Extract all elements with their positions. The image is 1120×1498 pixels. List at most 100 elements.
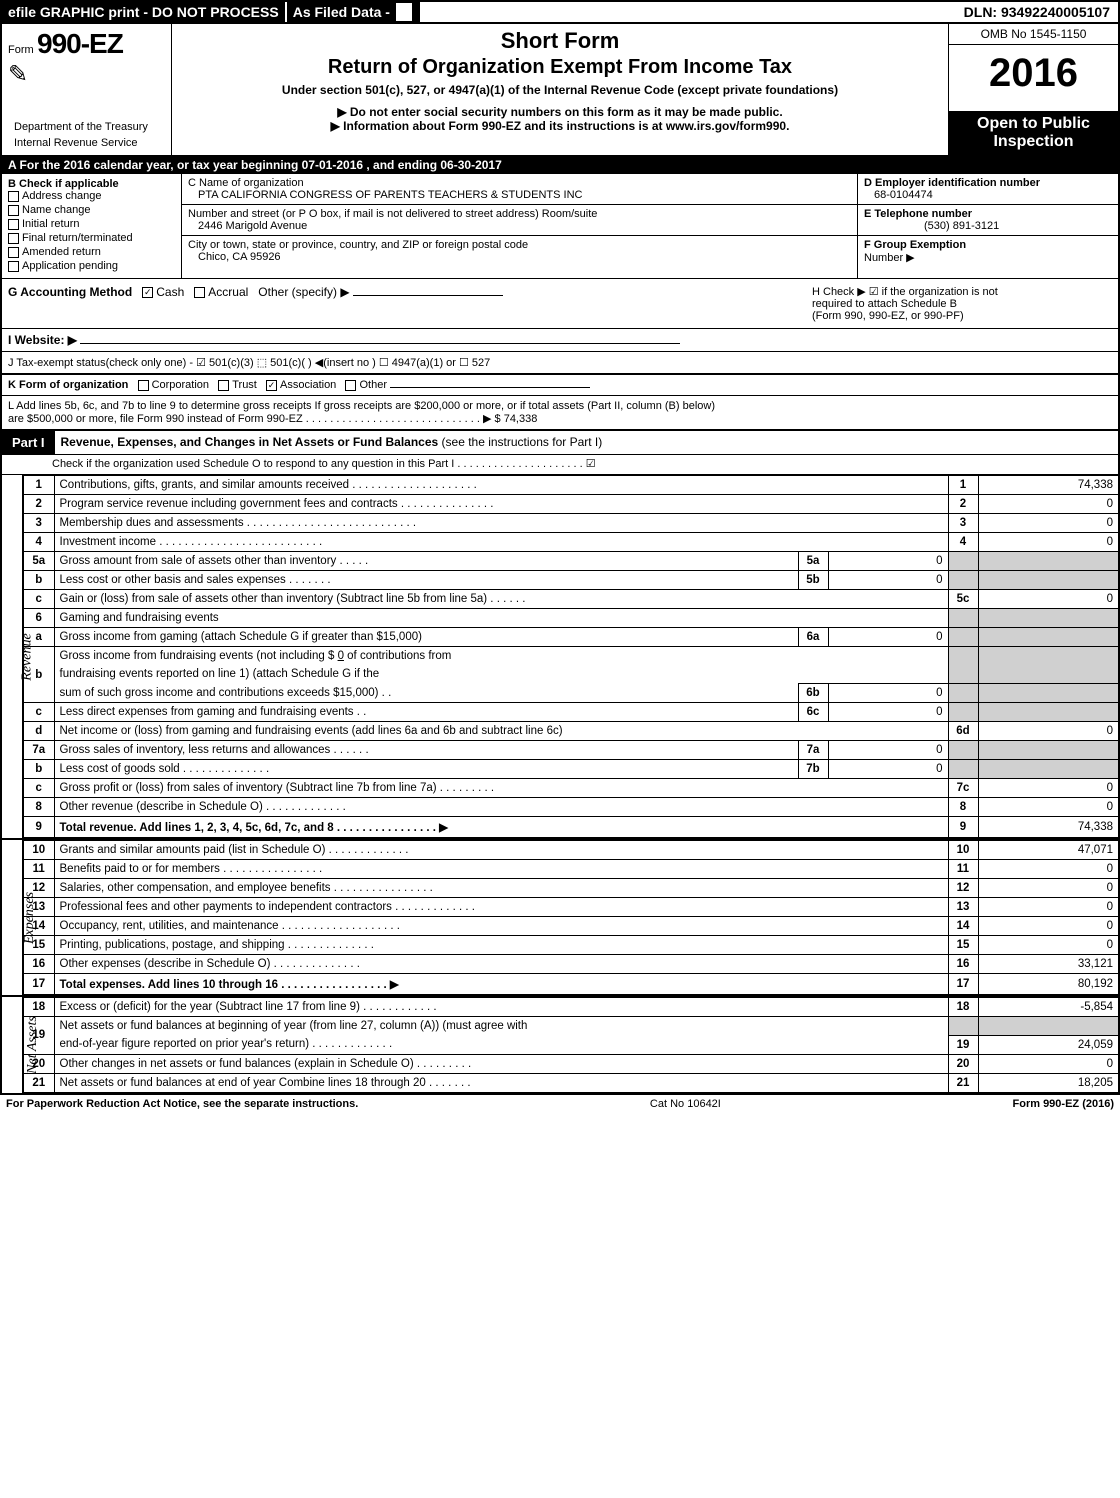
l6b-sub: 6b — [798, 684, 828, 703]
l5b-sub: 5b — [798, 571, 828, 590]
chk-address[interactable]: Address change — [8, 190, 175, 202]
g-label: G Accounting Method — [8, 285, 132, 299]
city-label: City or town, state or province, country… — [188, 239, 851, 251]
l6-grey — [948, 609, 978, 628]
l7b-grey2 — [978, 760, 1118, 779]
l2-desc: Program service revenue including govern… — [54, 495, 948, 514]
k-corp-chk[interactable] — [138, 380, 149, 391]
main-title: Return of Organization Exempt From Incom… — [182, 56, 938, 79]
netassets-table: 18Excess or (deficit) for the year (Subt… — [24, 997, 1118, 1093]
k-assoc-chk[interactable]: ✓ — [266, 380, 277, 391]
h-check: H Check ▶ ☑ if the organization is not r… — [812, 285, 1112, 322]
open-public: Open to Public Inspection — [949, 111, 1118, 155]
street-block: Number and street (or P O box, if mail i… — [182, 205, 857, 236]
l6-desc: Gaming and fundraising events — [54, 609, 948, 628]
city-block: City or town, state or province, country… — [182, 236, 857, 266]
l6a-grey2 — [978, 628, 1118, 647]
g-other-line[interactable] — [353, 295, 503, 296]
open-public-1: Open to Public — [951, 115, 1116, 133]
l8-desc: Other revenue (describe in Schedule O) .… — [54, 798, 948, 817]
l19-amt: 24,059 — [978, 1035, 1118, 1054]
l5a-subval: 0 — [828, 552, 948, 571]
l11-amt: 0 — [978, 860, 1118, 879]
l1-ln: 1 — [948, 476, 978, 495]
l18-amt: -5,854 — [978, 998, 1118, 1017]
l5a-grey2 — [978, 552, 1118, 571]
ein: 68-0104474 — [864, 189, 933, 201]
l-text2: are $500,000 or more, file Form 990 inst… — [8, 412, 1112, 425]
l20-amt: 0 — [978, 1054, 1118, 1073]
chk-initial[interactable]: Initial return — [8, 218, 175, 230]
side-revenue: Revenue — [2, 475, 24, 838]
grp-block: F Group Exemption Number ▶ — [858, 236, 1118, 267]
k-assoc: Association — [280, 379, 336, 391]
efile-label: efile GRAPHIC print - DO NOT PROCESS — [2, 2, 285, 22]
g-accrual-chk[interactable] — [194, 287, 205, 298]
l11-num: 11 — [24, 860, 54, 879]
l7c-desc: Gross profit or (loss) from sales of inv… — [54, 779, 948, 798]
l19-desc1: Net assets or fund balances at beginning… — [54, 1017, 948, 1036]
part1-title: Revenue, Expenses, and Changes in Net As… — [55, 431, 1118, 454]
section-def: D Employer identification number 68-0104… — [858, 174, 1118, 278]
top-bar: efile GRAPHIC print - DO NOT PROCESS As … — [2, 2, 1118, 24]
asfiled-box — [394, 1, 414, 23]
l14-ln: 14 — [948, 917, 978, 936]
chk-final[interactable]: Final return/terminated — [8, 232, 175, 244]
l5b-grey — [948, 571, 978, 590]
l7c-num: c — [24, 779, 54, 798]
expenses-section: Expenses 10Grants and similar amounts pa… — [2, 840, 1118, 997]
l8-ln: 8 — [948, 798, 978, 817]
side-netassets: Net Assets — [2, 997, 24, 1093]
l6a-grey — [948, 628, 978, 647]
l6c-num: c — [24, 703, 54, 722]
chk-name[interactable]: Name change — [8, 204, 175, 216]
org-name-block: C Name of organization PTA CALIFORNIA CO… — [182, 174, 857, 205]
l9-num: 9 — [24, 817, 54, 838]
h-text1: H Check ▶ ☑ if the organization is not — [812, 285, 1112, 298]
footer-mid: Cat No 10642I — [358, 1098, 1012, 1110]
header-left: Form 990-EZ ✎ Department of the Treasury… — [2, 24, 172, 155]
g-cash: Cash — [156, 285, 184, 299]
l20-ln: 20 — [948, 1054, 978, 1073]
l9-amt: 74,338 — [978, 817, 1118, 838]
line-a: A For the 2016 calendar year, or tax yea… — [2, 156, 1118, 174]
part1-header: Part I Revenue, Expenses, and Changes in… — [2, 431, 1118, 455]
asfiled-label: As Filed Data - — [285, 2, 420, 22]
l7a-grey2 — [978, 741, 1118, 760]
chk-pending[interactable]: Application pending — [8, 260, 175, 272]
l6c-subval: 0 — [828, 703, 948, 722]
l5c-ln: 5c — [948, 590, 978, 609]
l6c-grey2 — [978, 703, 1118, 722]
chk-amended[interactable]: Amended return — [8, 246, 175, 258]
g-cash-chk[interactable]: ✓ — [142, 287, 153, 298]
l-gross-receipts: L Add lines 5b, 6c, and 7b to line 9 to … — [2, 396, 1118, 431]
l19-ln: 19 — [948, 1035, 978, 1054]
l5b-grey2 — [978, 571, 1118, 590]
ein-label: D Employer identification number — [864, 177, 1040, 189]
asfiled-text: As Filed Data - — [293, 4, 390, 20]
l8-amt: 0 — [978, 798, 1118, 817]
l15-desc: Printing, publications, postage, and shi… — [54, 936, 948, 955]
l6b-grey3 — [948, 684, 978, 703]
k-trust-chk[interactable] — [218, 380, 229, 391]
org-name: PTA CALIFORNIA CONGRESS OF PARENTS TEACH… — [188, 189, 851, 201]
l13-ln: 13 — [948, 898, 978, 917]
l7a-subval: 0 — [828, 741, 948, 760]
section-c: C Name of organization PTA CALIFORNIA CO… — [182, 174, 858, 278]
l6-num: 6 — [24, 609, 54, 628]
l7c-ln: 7c — [948, 779, 978, 798]
l4-ln: 4 — [948, 533, 978, 552]
i-website-line[interactable] — [80, 343, 680, 344]
footer-left: For Paperwork Reduction Act Notice, see … — [6, 1098, 358, 1110]
part1-title-rest: (see the instructions for Part I) — [438, 435, 602, 449]
l12-amt: 0 — [978, 879, 1118, 898]
l6c-sub: 6c — [798, 703, 828, 722]
k-other-chk[interactable] — [345, 380, 356, 391]
h-text2: required to attach Schedule B — [812, 298, 1112, 310]
l5c-desc: Gain or (loss) from sale of assets other… — [54, 590, 948, 609]
l7a-grey — [948, 741, 978, 760]
header-center: Short Form Return of Organization Exempt… — [172, 24, 948, 155]
l7a-sub: 7a — [798, 741, 828, 760]
g-accounting: G Accounting Method ✓Cash Accrual Other … — [8, 285, 812, 299]
k-other-line[interactable] — [390, 387, 590, 388]
